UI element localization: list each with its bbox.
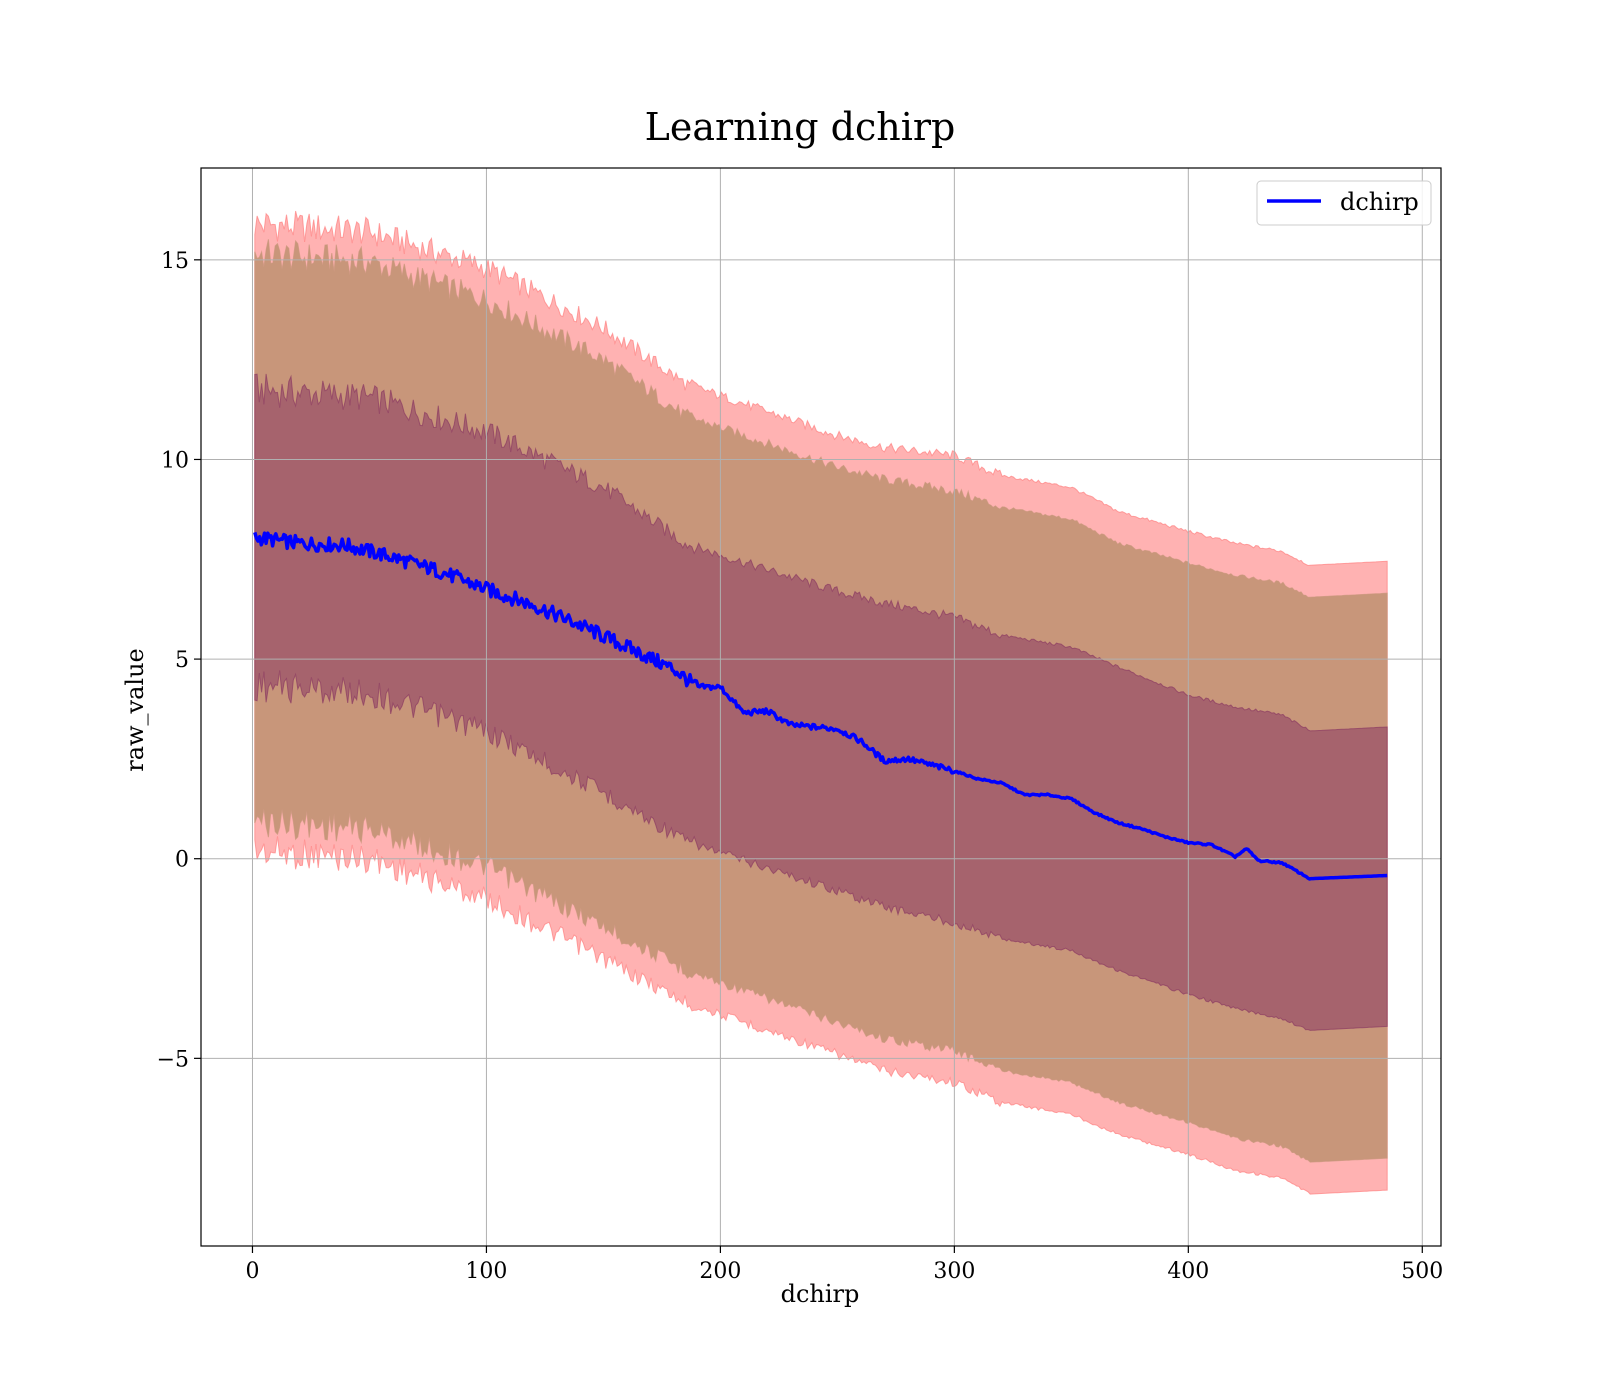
x-tick-label: 0 bbox=[245, 1259, 259, 1284]
x-tick-label: 400 bbox=[1167, 1259, 1209, 1284]
x-tick-label: 500 bbox=[1401, 1259, 1443, 1284]
series-line-dchirp bbox=[253, 531, 1388, 881]
y-tick-label: −5 bbox=[157, 1047, 189, 1072]
y-tick-label: 5 bbox=[175, 648, 189, 673]
plot-frame bbox=[200, 167, 1442, 1247]
x-tick-label: 300 bbox=[933, 1259, 975, 1284]
legend: dchirp bbox=[1256, 180, 1432, 226]
x-tick-label: 100 bbox=[465, 1259, 507, 1284]
y-tick-label: 10 bbox=[161, 448, 189, 473]
x-axis-label: dchirp bbox=[781, 1280, 860, 1308]
x-tick-label: 200 bbox=[699, 1259, 741, 1284]
plot-area: 0 100 200 300 400 500 −5 0 5 10 15 dchirp bbox=[157, 167, 1443, 1284]
y-tick-label: 0 bbox=[175, 848, 189, 873]
band-inner bbox=[254, 373, 1388, 1031]
chart-title: Learning dchirp bbox=[645, 105, 956, 149]
y-axis-label: raw_value bbox=[121, 648, 149, 772]
y-tick-label: 15 bbox=[161, 249, 189, 274]
legend-box bbox=[1256, 180, 1432, 226]
legend-label-dchirp: dchirp bbox=[1340, 188, 1419, 216]
